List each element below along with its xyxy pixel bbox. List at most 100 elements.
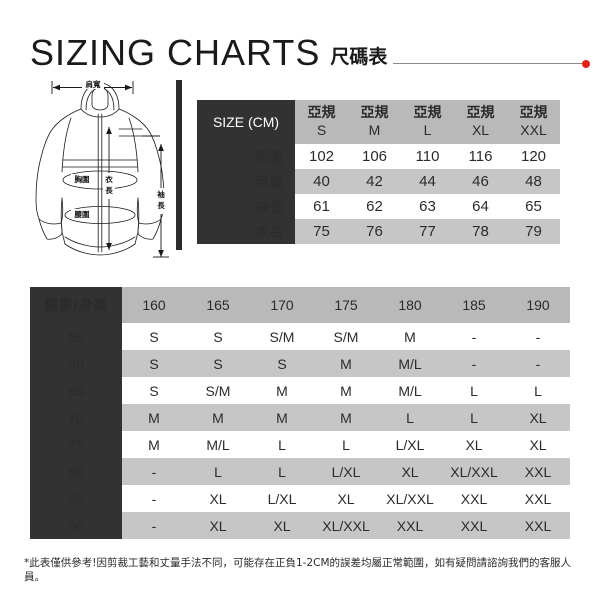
- size-code: S: [316, 122, 327, 138]
- size-code: XXL: [520, 122, 547, 138]
- standard-prefix: 亞規: [360, 105, 389, 121]
- figure-side-rule: [176, 80, 182, 250]
- table-row: 85 - XL L/XL XL XL/XXL XXL XXL: [30, 485, 570, 512]
- size-measurement-table: SIZE (CM) 亞規 S 亞規 M 亞規 L 亞規 XL: [197, 100, 560, 244]
- height-header-165: 165: [186, 287, 250, 323]
- cell: S/M: [314, 323, 378, 350]
- cell: 65: [507, 194, 560, 219]
- weight-label: 70: [30, 404, 122, 431]
- cell: 64: [454, 194, 507, 219]
- cell: M: [122, 431, 186, 458]
- cell: XL: [250, 512, 314, 539]
- cell: XL: [506, 431, 570, 458]
- cell: L/XL: [250, 485, 314, 512]
- table-row: 65 S S/M M M M/L L L: [30, 377, 570, 404]
- cell: -: [122, 458, 186, 485]
- disclaimer-footnote: *此表僅供參考!因剪裁工藝和丈量手法不同，可能存在正負1-2CM的誤差均屬正常範…: [24, 557, 571, 583]
- cell: -: [122, 485, 186, 512]
- title-divider-rule: [393, 63, 582, 64]
- cell: L: [186, 458, 250, 485]
- cell: L: [442, 377, 506, 404]
- weight-label: 55: [30, 323, 122, 350]
- weight-label: 80: [30, 458, 122, 485]
- weight-label: 65: [30, 377, 122, 404]
- cell: 46: [454, 169, 507, 194]
- size-column-header-s: 亞規 S: [295, 100, 348, 144]
- standard-prefix: 亞規: [519, 105, 548, 121]
- weight-label: 75: [30, 431, 122, 458]
- size-table-header-row: SIZE (CM) 亞規 S 亞規 M 亞規 L 亞規 XL: [197, 100, 560, 144]
- standard-prefix: 亞規: [307, 105, 336, 121]
- size-column-header-l: 亞規 L: [401, 100, 454, 144]
- table-row: 80 - L L L/XL XL XL/XXL XXL: [30, 458, 570, 485]
- size-column-header-xxl: 亞規 XXL: [507, 100, 560, 144]
- cell: L/XL: [314, 458, 378, 485]
- cell: M: [314, 377, 378, 404]
- fit-table-header-row: 體重/身高 160 165 170 175 180 185 190: [30, 287, 570, 323]
- size-table-label-header: SIZE (CM): [197, 100, 295, 144]
- cell: M/L: [378, 350, 442, 377]
- page-title: SIZING CHARTS 尺碼表: [30, 28, 590, 72]
- size-code: M: [368, 122, 381, 138]
- cell: 75: [295, 219, 348, 244]
- size-column-header-m: 亞規 M: [348, 100, 401, 144]
- size-code: L: [423, 122, 432, 138]
- cell: M: [314, 404, 378, 431]
- height-header-185: 185: [442, 287, 506, 323]
- size-code: XL: [471, 122, 490, 138]
- cell: 44: [401, 169, 454, 194]
- cell: XL: [378, 458, 442, 485]
- cell: S: [250, 350, 314, 377]
- figure-label-waist: 腰圍: [74, 209, 90, 219]
- cell: L: [378, 404, 442, 431]
- figure-label-length: 衣: [105, 174, 113, 184]
- height-header-170: 170: [250, 287, 314, 323]
- row-label-sleeve: 袖長: [197, 194, 295, 219]
- cell: XL/XXL: [378, 485, 442, 512]
- table-row: 衣長 75 76 77 78 79: [197, 219, 560, 244]
- cell: XL/XXL: [442, 458, 506, 485]
- height-header-180: 180: [378, 287, 442, 323]
- cell: M: [186, 404, 250, 431]
- cell: 61: [295, 194, 348, 219]
- table-row: 60 S S S M M/L - -: [30, 350, 570, 377]
- cell: -: [442, 350, 506, 377]
- cell: XL: [442, 431, 506, 458]
- standard-prefix: 亞規: [466, 105, 495, 121]
- standard-prefix: 亞規: [413, 105, 442, 121]
- cell: 102: [295, 144, 348, 169]
- cell: -: [506, 350, 570, 377]
- cell: 110: [401, 144, 454, 169]
- cell: XL: [314, 485, 378, 512]
- cell: -: [442, 323, 506, 350]
- cell: M/L: [186, 431, 250, 458]
- cell: XXL: [442, 512, 506, 539]
- cell: 120: [507, 144, 560, 169]
- cell: M: [378, 323, 442, 350]
- cell: L: [314, 431, 378, 458]
- cell: M: [250, 404, 314, 431]
- cell: XXL: [442, 485, 506, 512]
- cell: S/M: [186, 377, 250, 404]
- row-label-chest: 胸圍: [197, 144, 295, 169]
- cell: S: [122, 377, 186, 404]
- cell: XL: [186, 512, 250, 539]
- cell: S: [186, 350, 250, 377]
- page-title-main: SIZING CHARTS: [30, 32, 321, 73]
- cell: 106: [348, 144, 401, 169]
- cell: 48: [507, 169, 560, 194]
- svg-text:長: 長: [157, 201, 165, 210]
- cell: 116: [454, 144, 507, 169]
- table-row: 55 S S S/M S/M M - -: [30, 323, 570, 350]
- cell: M: [314, 350, 378, 377]
- svg-text:長: 長: [105, 186, 113, 195]
- cell: 62: [348, 194, 401, 219]
- weight-height-fit-table: 體重/身高 160 165 170 175 180 185 190 55 S S…: [30, 287, 570, 539]
- row-label-length: 衣長: [197, 219, 295, 244]
- figure-label-chest: 胸圍: [75, 174, 90, 184]
- figure-label-sleeve: 袖: [156, 189, 165, 199]
- cell: -: [122, 512, 186, 539]
- cell: L/XL: [378, 431, 442, 458]
- cell: 40: [295, 169, 348, 194]
- cell: 42: [348, 169, 401, 194]
